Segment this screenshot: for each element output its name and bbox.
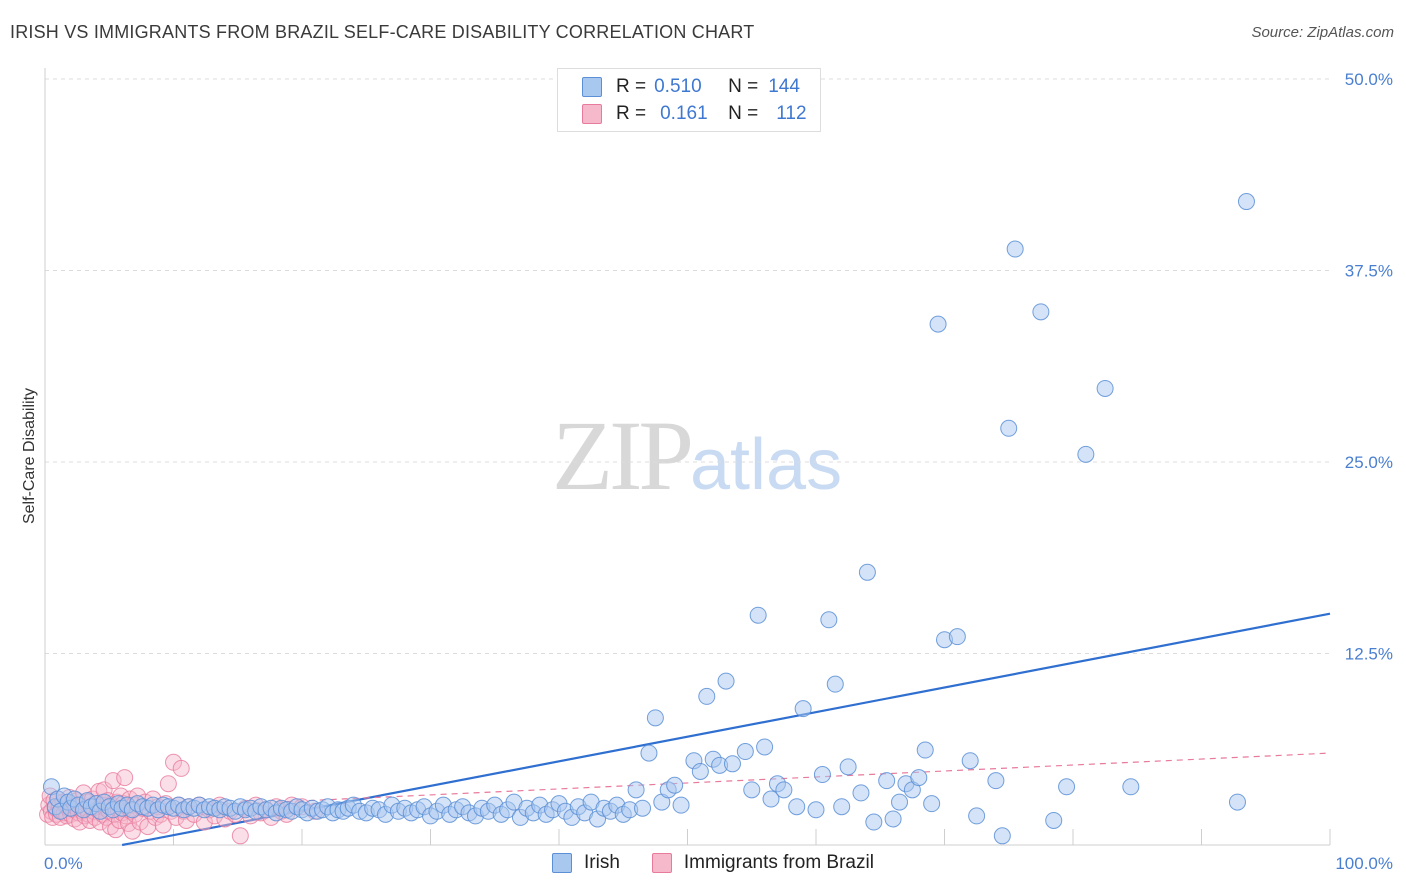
irish-point [910, 769, 928, 787]
chart-source: Source: ZipAtlas.com [1251, 24, 1394, 41]
irish-point [858, 563, 876, 581]
irish-point [987, 772, 1005, 790]
irish-point [736, 743, 754, 761]
chart-title: IRISH VS IMMIGRANTS FROM BRAZIL SELF-CAR… [10, 22, 755, 42]
irish-point [1077, 445, 1095, 463]
irish-point [852, 784, 870, 802]
irish-point [666, 776, 684, 794]
irish-point [968, 807, 986, 825]
brazil-swatch [582, 104, 602, 124]
irish-point [916, 741, 934, 759]
irish-point [749, 606, 767, 624]
legend-r-label: R = [616, 103, 647, 124]
irish-point [1237, 193, 1255, 211]
y-tick-label: 25.0% [1345, 453, 1393, 472]
irish-point [923, 795, 941, 813]
irish-point [1122, 778, 1140, 796]
irish-point [646, 709, 664, 727]
irish-point [833, 798, 851, 816]
legend-r-value: 0.161 [660, 103, 708, 124]
brazil-point [116, 769, 134, 787]
irish-point [1000, 419, 1018, 437]
stats-legend: R = 0.510 N = 144 R = 0.161 N = 112 [557, 68, 821, 132]
irish-point [698, 687, 716, 705]
irish-point [878, 772, 896, 790]
irish-point [775, 781, 793, 799]
irish-point [634, 799, 652, 817]
irish-point [1228, 793, 1246, 811]
irish-point [820, 611, 838, 629]
irish-point [756, 738, 774, 756]
irish-point [1032, 303, 1050, 321]
irish-legend-swatch [552, 853, 572, 873]
legend-r-value: 0.510 [654, 76, 702, 97]
y-axis-label: Self-Care Disability [21, 388, 38, 524]
legend-row-irish: R = 0.510 N = 144 [582, 75, 800, 99]
brazil-point [172, 759, 190, 777]
tick-labels: 12.5% 25.0% 37.5% 50.0% 0.0% 100.0% [44, 70, 1393, 873]
irish-point [762, 790, 780, 808]
irish-point [788, 798, 806, 816]
y-tick-label: 12.5% [1345, 645, 1393, 664]
y-tick-label: 50.0% [1345, 70, 1393, 89]
irish-point [1006, 240, 1024, 258]
legend-n-label: N = [728, 103, 759, 124]
gridlines [45, 78, 1330, 654]
y-tick-label: 37.5% [1345, 262, 1393, 281]
irish-point [717, 672, 735, 690]
irish-point [961, 752, 979, 770]
legend-n-value: 112 [776, 103, 807, 124]
brazil-point [231, 827, 249, 845]
irish-point [948, 628, 966, 646]
watermark-atlas: atlas [690, 425, 843, 505]
irish-point [839, 758, 857, 776]
irish-point [807, 801, 825, 819]
axes [44, 68, 1331, 846]
irish-point [884, 810, 902, 828]
irish-point [1045, 811, 1063, 829]
legend-row-brazil: R = 0.161 N = 112 [582, 102, 807, 126]
legend-n-value: 144 [768, 76, 800, 97]
brazil-point [154, 816, 172, 834]
irish-point [993, 827, 1011, 845]
irish-points [42, 193, 1255, 845]
irish-point [672, 796, 690, 814]
legend-n-label: N = [728, 76, 759, 97]
x-tick-label: 100.0% [1335, 854, 1393, 873]
irish-point [813, 766, 831, 784]
irish-point [743, 781, 761, 799]
watermark-zip: ZIP [552, 400, 694, 511]
irish-point [1096, 379, 1114, 397]
legend-r-label: R = [616, 76, 647, 97]
irish-point [640, 744, 658, 762]
brazil-legend-swatch [651, 853, 672, 873]
irish-point [826, 675, 844, 693]
series-legend: Irish Immigrants from Brazil [552, 852, 874, 874]
watermark: ZIPatlas [552, 398, 842, 513]
irish-point [1058, 778, 1076, 796]
x-tick-label: 0.0% [44, 854, 83, 873]
irish-legend-label: Irish [584, 852, 620, 873]
irish-point [794, 700, 812, 718]
irish-point [865, 813, 883, 831]
irish-point [723, 755, 741, 773]
irish-point [627, 781, 645, 799]
brazil-legend-label: Immigrants from Brazil [683, 852, 874, 873]
irish-point [891, 793, 909, 811]
irish-point [929, 315, 947, 333]
brazil-point [159, 775, 177, 793]
irish-swatch [582, 77, 602, 97]
irish-point [691, 762, 709, 780]
